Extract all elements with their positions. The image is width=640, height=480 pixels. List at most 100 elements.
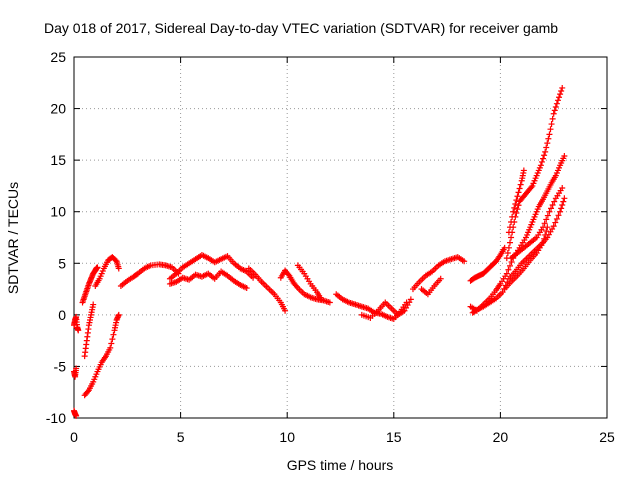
x-tick-label: 5	[177, 429, 185, 445]
series-track-f	[81, 311, 122, 399]
data-point	[513, 210, 520, 217]
data-point	[512, 200, 519, 207]
data-point	[437, 275, 444, 282]
y-tick-label: 25	[50, 49, 66, 65]
data-point	[461, 258, 468, 265]
data-point	[561, 153, 568, 160]
data-point	[543, 228, 550, 235]
data-point	[544, 212, 551, 219]
data-point	[505, 266, 512, 273]
data-point	[505, 244, 512, 251]
y-tick-label: -10	[46, 410, 66, 426]
data-point	[541, 220, 548, 227]
data-point	[503, 270, 510, 277]
series-track-p	[409, 254, 468, 293]
data-point	[243, 285, 250, 292]
x-tick-label: 10	[279, 429, 295, 445]
data-point	[515, 202, 522, 209]
data-point	[553, 100, 560, 107]
x-tick-label: 0	[70, 429, 78, 445]
data-point	[516, 185, 523, 192]
data-point	[73, 365, 80, 372]
data-point	[506, 262, 513, 269]
data-point	[551, 107, 558, 114]
data-point	[107, 344, 114, 351]
data-point	[510, 208, 517, 215]
data-point	[499, 289, 506, 296]
data-point	[293, 283, 300, 290]
data-point	[544, 224, 551, 231]
data-point	[115, 265, 122, 272]
data-point	[509, 213, 516, 220]
data-point	[506, 224, 513, 231]
data-point	[538, 158, 545, 165]
data-point	[407, 296, 414, 303]
data-point	[508, 234, 515, 241]
data-point	[549, 202, 556, 209]
data-points	[71, 84, 568, 419]
data-point	[561, 195, 568, 202]
data-point	[505, 229, 512, 236]
data-point	[545, 135, 552, 142]
data-point	[550, 110, 557, 117]
series-track-h	[117, 261, 182, 289]
y-tick-label: 20	[50, 101, 66, 117]
series-track-o	[358, 296, 414, 321]
series-track-x	[508, 184, 566, 262]
data-point	[552, 104, 559, 111]
y-axis-label: SDTVAR / TECUs	[5, 182, 21, 294]
data-point	[552, 219, 559, 226]
data-point	[547, 126, 554, 133]
x-tick-label: 20	[493, 429, 509, 445]
data-point	[549, 115, 556, 122]
data-point	[115, 311, 122, 318]
data-point	[544, 140, 551, 147]
data-point	[513, 197, 520, 204]
series-track-b	[71, 365, 80, 380]
axis-ticks: 0 5 10 15 20 25 -10 -5 0 5 10 15 20 25	[46, 49, 615, 445]
y-tick-label: -5	[54, 358, 67, 374]
data-point	[506, 239, 513, 246]
plot-frame	[73, 56, 608, 419]
data-point	[540, 239, 547, 246]
series-track-j	[166, 268, 250, 292]
data-point	[554, 97, 561, 104]
data-point	[558, 205, 565, 212]
data-point	[90, 301, 97, 308]
data-point	[75, 327, 82, 334]
y-tick-label: 5	[58, 255, 66, 271]
data-point	[558, 88, 565, 95]
data-point	[557, 91, 564, 98]
data-point	[520, 167, 527, 174]
data-point	[517, 181, 524, 188]
series-track-a	[71, 313, 82, 334]
data-point	[514, 206, 521, 213]
series-track-v	[503, 84, 566, 262]
data-point	[282, 307, 289, 314]
data-point	[556, 94, 563, 101]
data-point	[541, 152, 548, 159]
y-tick-label: 10	[50, 204, 66, 220]
data-point	[318, 296, 325, 303]
data-point	[109, 336, 116, 343]
series-track-c	[71, 407, 80, 419]
data-point	[537, 162, 544, 169]
data-point	[560, 198, 567, 205]
data-point	[73, 412, 80, 419]
series-track-r	[467, 244, 508, 284]
data-point	[543, 216, 550, 223]
data-point	[548, 205, 555, 212]
x-tick-label: 25	[599, 429, 615, 445]
series-track-d	[79, 264, 101, 306]
series-track-m	[294, 262, 325, 303]
data-point	[326, 299, 333, 306]
data-point	[110, 331, 117, 338]
series-track-q	[418, 275, 444, 298]
data-point	[528, 184, 535, 191]
data-point	[514, 193, 521, 200]
data-point	[542, 148, 549, 155]
series-track-k	[245, 265, 289, 314]
data-point	[546, 208, 553, 215]
data-point	[541, 235, 548, 242]
